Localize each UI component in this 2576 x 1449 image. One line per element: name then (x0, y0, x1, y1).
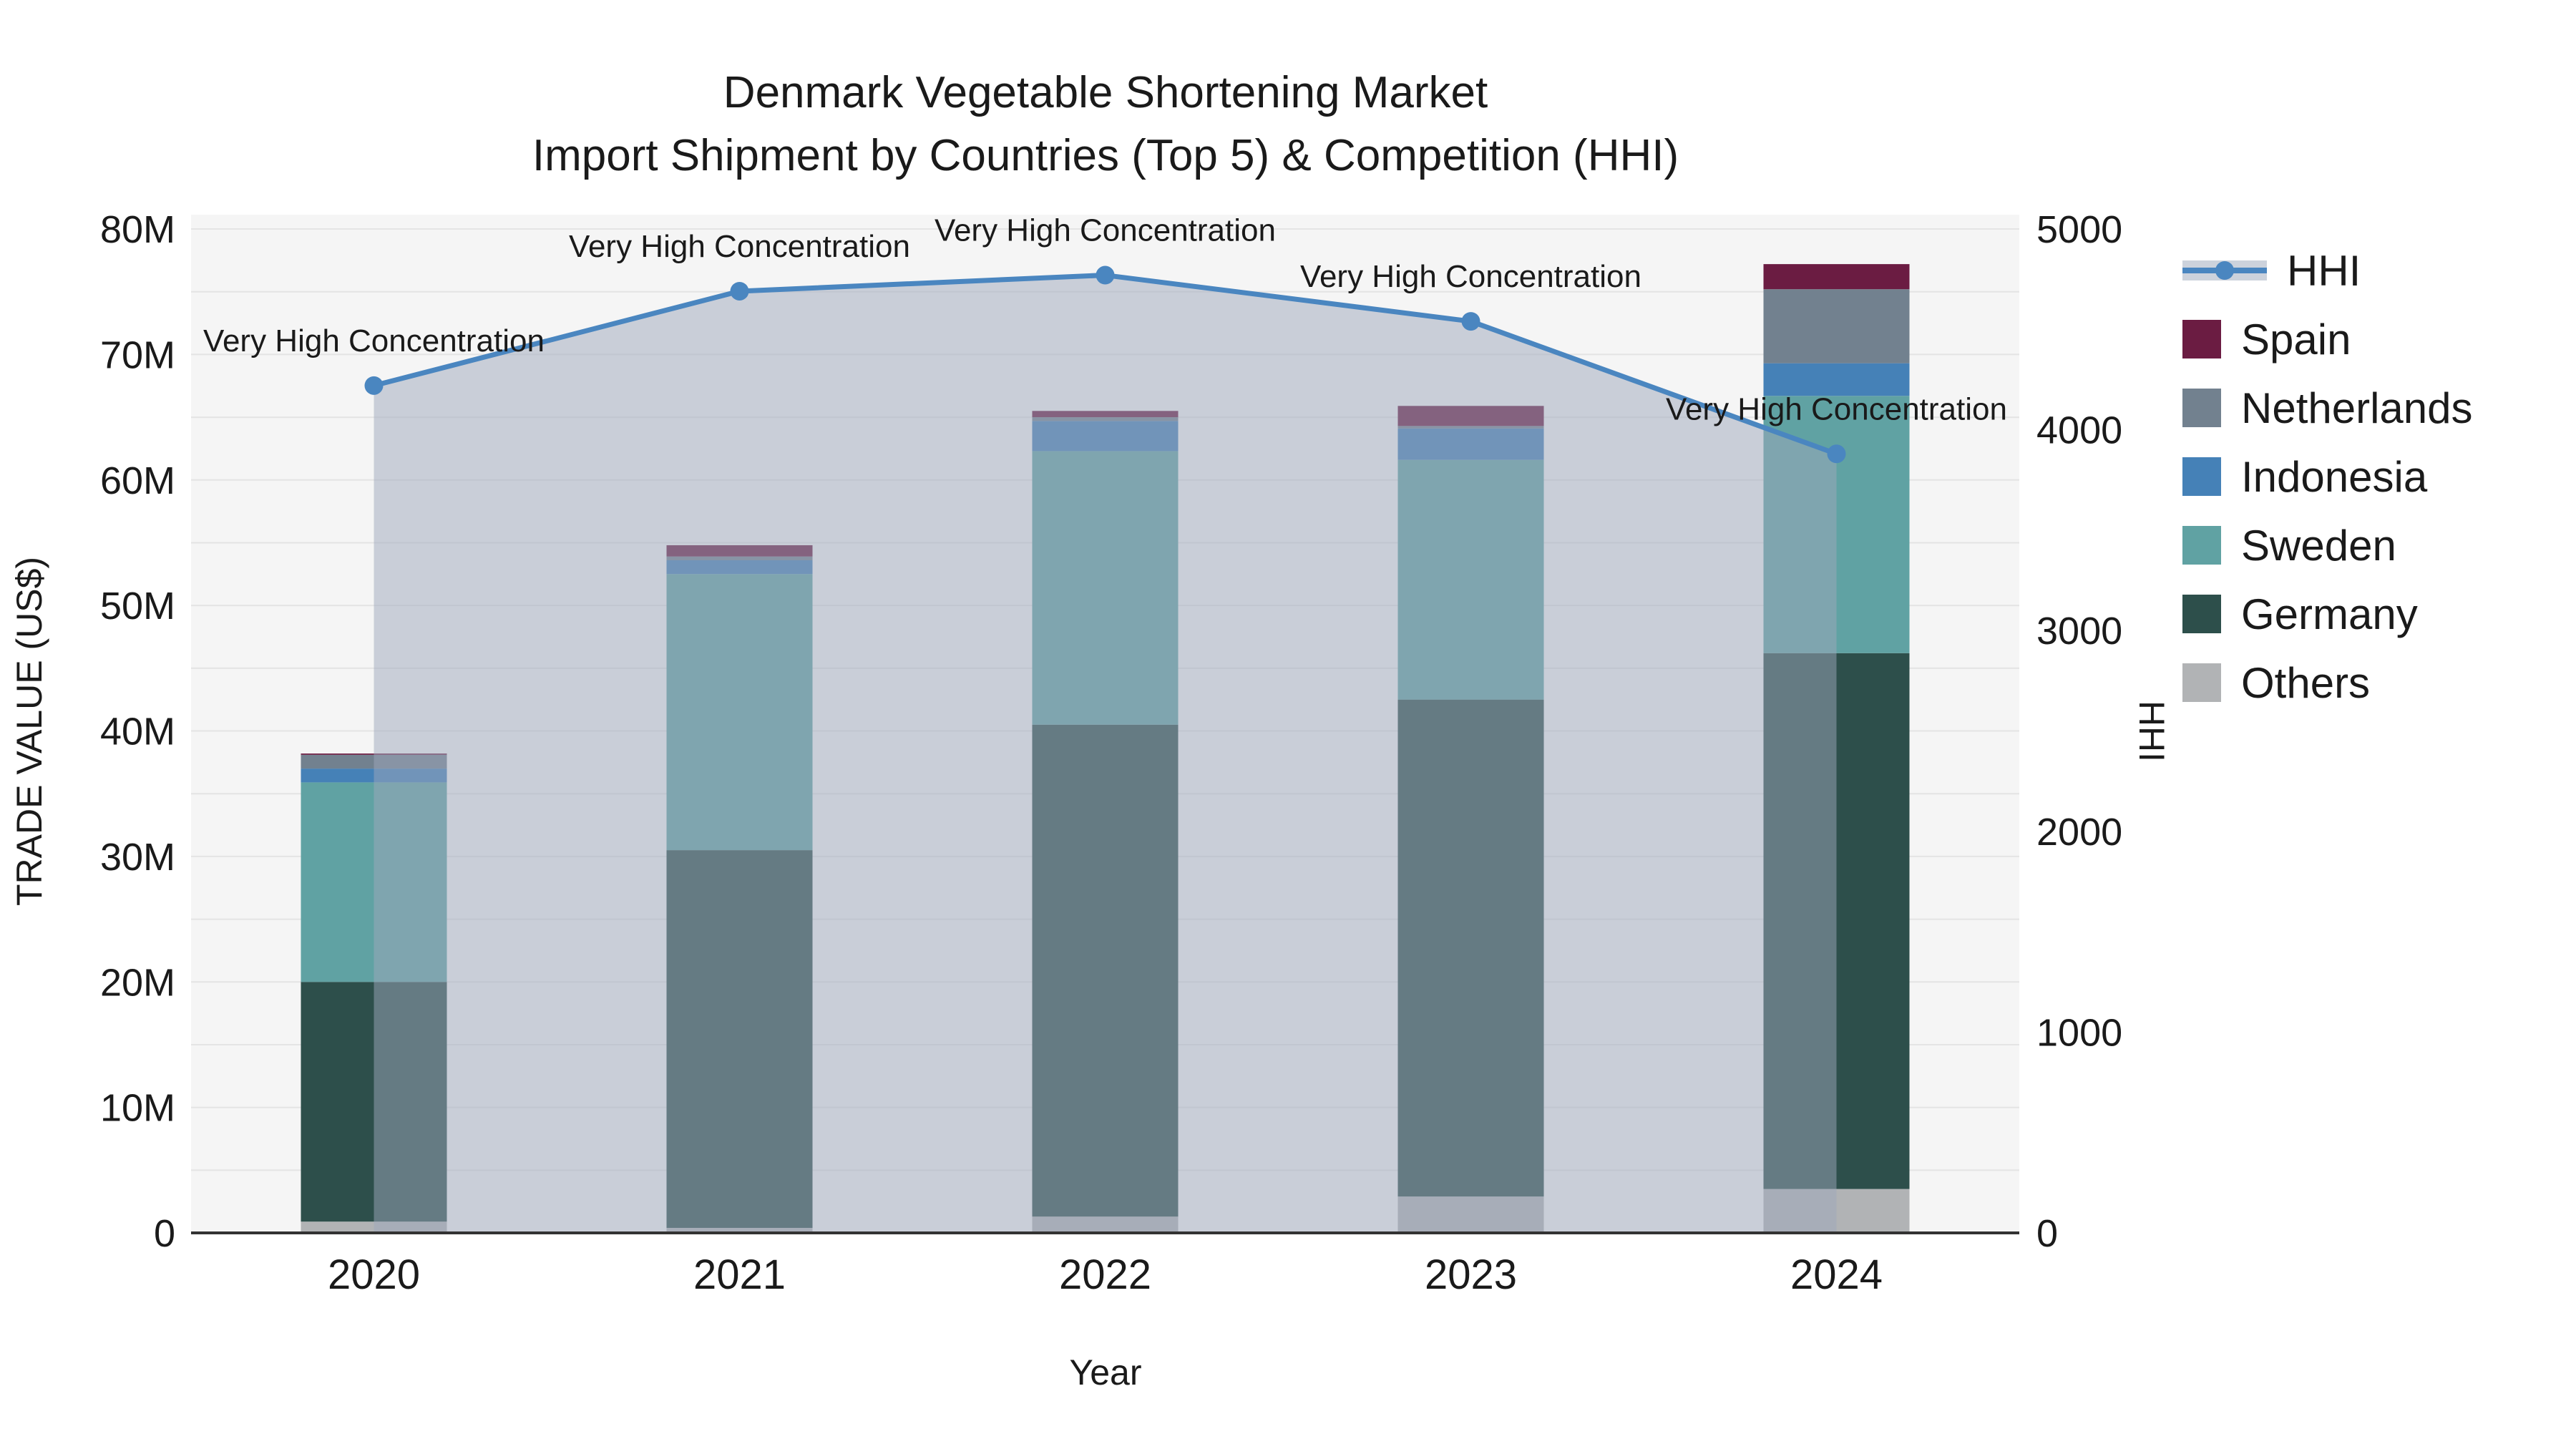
y-left-tick-20M: 20M (100, 961, 175, 1004)
y-right-tick-0: 0 (2036, 1212, 2058, 1255)
y-left-tick-30M: 30M (100, 836, 175, 879)
indonesia-swatch (2182, 457, 2221, 496)
legend-label-others: Others (2241, 658, 2371, 707)
hhi-point-2023 (1461, 312, 1480, 331)
legend-item-indonesia: Indonesia (2182, 442, 2473, 511)
hhi-area-fill (374, 275, 1837, 1234)
y-right-tick-3000: 3000 (2036, 610, 2122, 653)
y-left-tick-50M: 50M (100, 585, 175, 628)
chart-title-line1: Denmark Vegetable Shortening Market (723, 68, 1488, 117)
chart-title-line2: Import Shipment by Countries (Top 5) & C… (532, 131, 1679, 180)
legend-item-hhi: HHI (2182, 236, 2473, 305)
y-left-axis-title: TRADE VALUE (US$) (9, 557, 49, 906)
hhi-area-fill-layer (374, 275, 1837, 1234)
legend-item-germany: Germany (2182, 580, 2473, 648)
y-left-tick-0: 0 (154, 1212, 175, 1255)
hhi-annotation-2023: Very High Concentration (1300, 259, 1641, 294)
hhi-point-2020 (364, 376, 384, 395)
spain-swatch (2182, 320, 2221, 358)
legend-label-spain: Spain (2241, 315, 2351, 364)
axis-layer: 0 10M 20M 30M 40M 50M 60M 70M 80M 0 1000 2000 3000 40… (100, 208, 2122, 1298)
y-right-tick-4000: 4000 (2036, 409, 2122, 452)
others-swatch (2182, 663, 2221, 702)
x-tick-2024: 2024 (1790, 1252, 1883, 1298)
y-right-tick-1000: 1000 (2036, 1011, 2122, 1054)
legend-label-sweden: Sweden (2241, 521, 2396, 570)
hhi-annotation-2024: Very High Concentration (1666, 391, 2007, 426)
x-axis-title: Year (1069, 1352, 1141, 1392)
legend-label-indonesia: Indonesia (2241, 452, 2428, 501)
hhi-line-icon (2182, 251, 2267, 290)
germany-swatch (2182, 595, 2221, 633)
y-left-tick-40M: 40M (100, 711, 175, 753)
legend-item-sweden: Sweden (2182, 511, 2473, 580)
x-tick-2022: 2022 (1059, 1252, 1151, 1298)
y-right-axis-title: HHI (2132, 701, 2172, 762)
legend-item-netherlands: Netherlands (2182, 374, 2473, 442)
y-left-tick-80M: 80M (100, 208, 175, 251)
x-tick-2020: 2020 (328, 1252, 420, 1298)
hhi-point-2022 (1096, 265, 1115, 285)
hhi-point-2021 (730, 281, 749, 301)
hhi-line-layer (364, 265, 1846, 464)
bar-segment-spain (1763, 264, 1910, 290)
legend-item-others: Others (2182, 648, 2473, 717)
x-tick-2023: 2023 (1425, 1252, 1517, 1298)
y-left-tick-60M: 60M (100, 459, 175, 502)
hhi-point-2024 (1827, 444, 1846, 464)
y-right-tick-2000: 2000 (2036, 811, 2122, 854)
hhi-annotation-2020: Very High Concentration (203, 323, 545, 358)
bar-segment-indonesia (1763, 363, 1910, 396)
bar-segment-netherlands (1763, 289, 1910, 364)
sweden-swatch (2182, 526, 2221, 565)
hhi-annotation-2022: Very High Concentration (935, 213, 1276, 248)
legend-item-spain: Spain (2182, 305, 2473, 374)
legend: HHI Spain Netherlands Indonesia Sweden G… (2182, 236, 2473, 717)
y-right-tick-5000: 5000 (2036, 208, 2122, 251)
y-left-tick-70M: 70M (100, 333, 175, 376)
hhi-annotation-2021: Very High Concentration (569, 229, 910, 264)
y-left-tick-10M: 10M (100, 1087, 175, 1130)
netherlands-swatch (2182, 389, 2221, 427)
legend-label-netherlands: Netherlands (2241, 384, 2473, 432)
x-tick-2021: 2021 (693, 1252, 786, 1298)
annotation-layer: Very High Concentration Very High Concent… (203, 213, 2007, 427)
legend-label-germany: Germany (2241, 590, 2418, 638)
legend-label-hhi: HHI (2287, 246, 2361, 295)
